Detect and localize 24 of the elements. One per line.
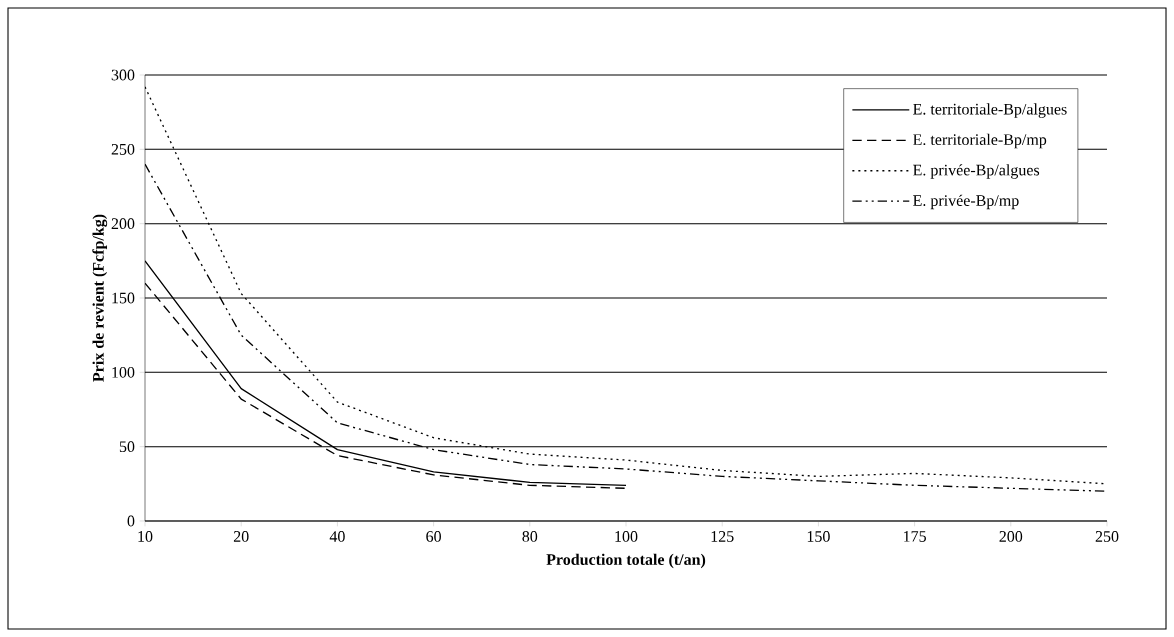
y-axis-title: Prix de revient (Fcfp/kg) [92, 214, 108, 382]
x-tick-label: 40 [329, 531, 345, 542]
x-tick-label: 80 [522, 531, 538, 542]
y-tick-label: 0 [127, 515, 135, 527]
y-tick-label: 50 [119, 441, 135, 453]
legend-label: E. territoriale-Bp/algues [913, 103, 1067, 118]
x-tick-label: 60 [426, 531, 441, 542]
x-tick-label: 10 [138, 531, 153, 542]
legend-label: E. territoriale-Bp/mp [913, 133, 1047, 149]
y-tick-label: 250 [111, 143, 135, 155]
x-tick-label: 250 [1095, 531, 1119, 542]
x-tick-label: 150 [807, 531, 830, 542]
x-tick-label: 200 [999, 531, 1023, 542]
x-tick-label: 125 [711, 531, 734, 542]
y-tick-label: 200 [111, 218, 135, 230]
y-tick-label: 300 [111, 69, 135, 81]
y-tick-label: 100 [112, 366, 135, 378]
x-tick-label: 175 [904, 531, 926, 542]
legend-label: E. privée-Bp/mp [913, 194, 1019, 210]
x-tick-label: 20 [233, 531, 249, 542]
y-tick-label: 150 [112, 292, 135, 304]
x-tick-label: 100 [615, 531, 638, 542]
x-axis-title: Production totale (t/an) [546, 553, 706, 569]
legend-label: E. privée-Bp/algues [913, 164, 1040, 179]
